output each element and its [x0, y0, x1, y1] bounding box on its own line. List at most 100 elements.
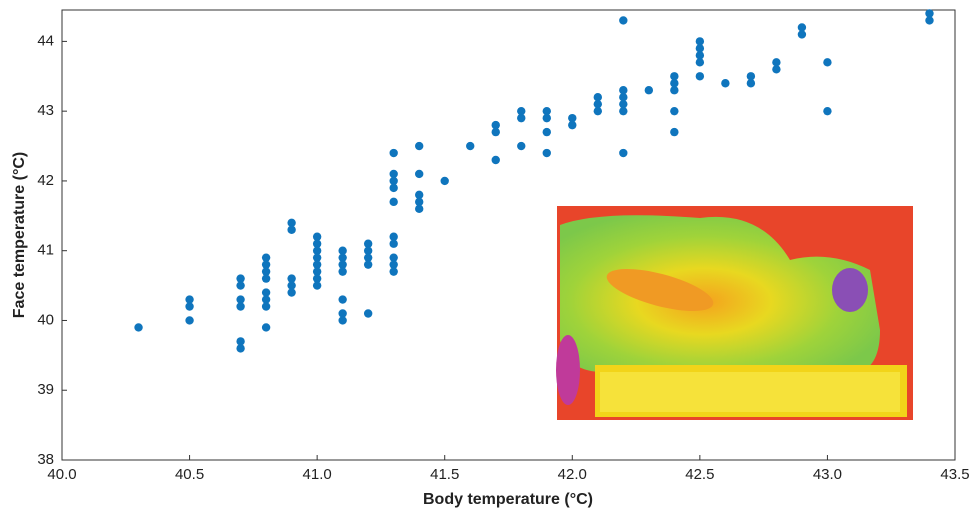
point — [542, 148, 551, 158]
point — [236, 344, 245, 353]
plot-frame — [61, 9, 956, 461]
point — [312, 260, 322, 269]
point — [491, 155, 500, 165]
x-tick-label: 40.5 — [175, 466, 204, 483]
point — [517, 113, 526, 123]
point — [568, 120, 577, 130]
point — [261, 253, 271, 262]
point — [338, 316, 347, 325]
point — [338, 253, 347, 262]
y-tick-label: 40 — [37, 311, 54, 328]
point — [925, 9, 934, 18]
point — [261, 295, 271, 304]
inset-image — [556, 206, 913, 420]
point — [363, 309, 373, 318]
point — [261, 288, 271, 297]
point — [363, 246, 373, 255]
point — [415, 204, 424, 214]
point — [312, 281, 322, 290]
point — [236, 295, 245, 304]
point — [619, 16, 628, 25]
point — [823, 58, 832, 67]
point — [287, 281, 296, 290]
point — [389, 169, 398, 179]
point — [415, 169, 424, 179]
point — [389, 267, 398, 276]
point — [695, 58, 705, 67]
point — [670, 106, 679, 116]
point — [338, 295, 347, 304]
point — [134, 323, 143, 332]
point — [670, 79, 679, 88]
y-tick-label: 38 — [37, 451, 54, 468]
point — [695, 51, 705, 60]
point — [261, 260, 271, 269]
point — [797, 30, 807, 39]
point — [746, 79, 756, 88]
y-axis-label: Face temperature (°C) — [11, 152, 28, 318]
point — [619, 106, 628, 116]
point — [389, 239, 398, 248]
x-tick-label: 43.0 — [813, 466, 842, 483]
point — [695, 37, 705, 46]
point — [363, 253, 373, 262]
point — [363, 260, 373, 269]
point — [542, 113, 551, 123]
point — [542, 106, 551, 116]
point — [593, 93, 602, 102]
point — [466, 141, 475, 151]
point — [619, 148, 628, 158]
point — [236, 274, 245, 283]
point — [338, 267, 347, 276]
point — [338, 309, 347, 318]
point — [644, 86, 654, 95]
x-tick-label: 43.5 — [940, 466, 969, 483]
point — [185, 302, 194, 311]
point — [593, 99, 602, 109]
point — [619, 86, 628, 95]
point — [287, 288, 296, 297]
point — [312, 246, 322, 255]
x-axis-label: Body temperature (°C) — [423, 491, 593, 508]
x-tick-label: 42.0 — [558, 466, 587, 483]
point — [772, 58, 781, 67]
point — [415, 141, 424, 151]
y-tick-label: 42 — [37, 172, 54, 189]
point — [389, 183, 398, 193]
point — [363, 239, 373, 248]
point — [389, 197, 398, 207]
point — [695, 44, 705, 53]
point — [389, 148, 398, 158]
point — [695, 72, 705, 81]
point — [312, 274, 322, 283]
point — [287, 274, 296, 283]
point — [389, 260, 398, 269]
y-tick-label: 43 — [37, 102, 54, 119]
point — [797, 23, 807, 32]
point — [236, 337, 245, 346]
x-tick-label: 41.5 — [430, 466, 459, 483]
point — [746, 72, 756, 81]
point — [312, 267, 322, 276]
point — [338, 246, 347, 255]
point — [415, 190, 424, 200]
point — [261, 267, 271, 276]
point — [491, 120, 500, 130]
x-tick-label: 40.0 — [47, 466, 76, 483]
point — [721, 79, 730, 88]
x-tick-label: 41.0 — [303, 466, 332, 483]
point — [568, 113, 577, 123]
point — [312, 232, 322, 241]
point — [261, 302, 271, 311]
point — [517, 141, 526, 151]
point — [415, 197, 424, 207]
y-tick-label: 41 — [37, 242, 54, 259]
point — [185, 316, 194, 325]
point — [925, 16, 934, 25]
point — [287, 218, 296, 227]
point — [389, 232, 398, 241]
point — [261, 274, 271, 283]
point — [593, 106, 602, 116]
